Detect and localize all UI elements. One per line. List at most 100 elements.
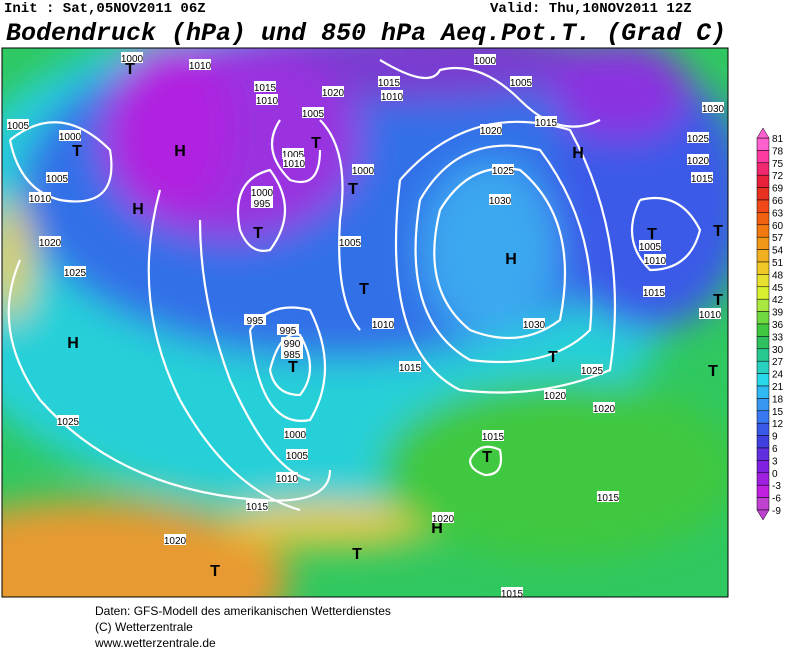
- isobar-label-box: [702, 102, 724, 113]
- isobar-label-box: [281, 348, 303, 359]
- pressure-center: T: [482, 449, 492, 466]
- pressure-center: T: [713, 292, 723, 309]
- legend-label: 33: [772, 332, 784, 343]
- isobar-label: 1005: [639, 242, 662, 253]
- isobar-label-box: [474, 54, 496, 65]
- isobar-label: 1015: [501, 589, 524, 600]
- isobar-label-box: [251, 186, 273, 197]
- isobar-label: 1010: [256, 96, 279, 107]
- isobar-label: 1020: [39, 238, 62, 249]
- isobar-label-box: [281, 337, 303, 348]
- isobar-label-box: [302, 107, 324, 118]
- isobar-label-box: [339, 236, 361, 247]
- legend-swatch: [756, 187, 770, 201]
- pressure-center: T: [125, 61, 135, 78]
- isobar-label-box: [244, 314, 266, 325]
- legend-label: 12: [772, 419, 784, 430]
- pressure-center: T: [348, 181, 358, 198]
- legend-label: 81: [772, 134, 784, 145]
- valid-time: Valid: Thu,10NOV2011 12Z: [490, 1, 692, 17]
- isobar-label: 1010: [381, 92, 404, 103]
- legend-label: 27: [772, 357, 784, 368]
- pressure-center: T: [713, 223, 723, 240]
- isobar-label-box: [254, 81, 276, 92]
- isobar-label: 1030: [523, 320, 546, 331]
- legend-label: 18: [772, 394, 784, 405]
- legend-arrow: [756, 127, 770, 139]
- isobar-label: 1010: [644, 256, 667, 267]
- isobar-label-box: [501, 587, 523, 597]
- isobar-label-box: [691, 172, 713, 183]
- footer-line: www.wetterzentrale.de: [94, 636, 216, 648]
- legend-swatch: [756, 261, 770, 275]
- legend-swatch: [756, 224, 770, 238]
- isobar-label-box: [597, 491, 619, 502]
- legend-label: 54: [772, 246, 784, 257]
- legend-swatch: [756, 286, 770, 300]
- pressure-center: T: [72, 143, 82, 160]
- isobar-label: 1015: [691, 174, 714, 185]
- legend-swatch: [756, 360, 770, 374]
- legend-label: 42: [772, 295, 784, 306]
- isobar-label: 1020: [480, 126, 503, 137]
- legend-swatch: [756, 137, 770, 151]
- legend-label: -6: [772, 494, 781, 505]
- legend-arrow: [756, 509, 770, 521]
- isobar-label: 995: [280, 326, 297, 337]
- legend-swatch: [756, 199, 770, 213]
- pressure-center: T: [352, 546, 362, 563]
- legend-swatch: [756, 410, 770, 424]
- legend-label: 60: [772, 221, 784, 232]
- isobar-label: 1005: [339, 238, 362, 249]
- legend-swatch: [756, 460, 770, 474]
- isobar-label: 1005: [302, 109, 325, 120]
- legend-label: 48: [772, 270, 784, 281]
- isobar-label: 1010: [189, 61, 212, 72]
- isobar-label-box: [352, 164, 374, 175]
- legend-label: 51: [772, 258, 784, 269]
- legend-swatch: [756, 398, 770, 412]
- isobar-label: 1030: [702, 104, 725, 115]
- legend-swatch: [756, 274, 770, 288]
- legend-swatch: [756, 311, 770, 325]
- isobar-label: 1025: [492, 166, 515, 177]
- pressure-center: T: [359, 281, 369, 298]
- isobar-label-box: [544, 389, 566, 400]
- map-frame: [1, 47, 729, 598]
- isobar-label: 1020: [593, 404, 616, 415]
- pressure-center: T: [210, 563, 220, 580]
- legend-label: 39: [772, 308, 784, 319]
- isobar-label-box: [639, 240, 661, 251]
- isobar-label: 1030: [489, 196, 512, 207]
- legend-swatch: [756, 422, 770, 436]
- isobar-label-box: [7, 119, 29, 130]
- isobar-label-box: [29, 192, 51, 203]
- isobar-label-box: [593, 402, 615, 413]
- isobar-label: 1025: [687, 134, 710, 145]
- legend-swatch: [756, 447, 770, 461]
- isobar-label-box: [399, 361, 421, 372]
- isobar-label: 1020: [432, 514, 455, 525]
- legend-label: 57: [772, 233, 784, 244]
- isobar-label: 1015: [246, 502, 269, 513]
- isobar-label-box: [282, 148, 304, 159]
- isobar-label: 1020: [322, 88, 345, 99]
- footer-line: Daten: GFS-Modell des amerikanischen Wet…: [95, 604, 391, 618]
- isobar-label: 1005: [286, 451, 309, 462]
- legend-swatch: [756, 323, 770, 337]
- isobar-label: 1010: [283, 159, 306, 170]
- map-title: Bodendruck (hPa) und 850 hPa Aeq.Pot.T. …: [6, 19, 726, 48]
- legend-swatch: [756, 212, 770, 226]
- legend-label: 36: [772, 320, 784, 331]
- pressure-center: H: [67, 335, 79, 352]
- legend-swatch: [756, 472, 770, 486]
- legend-label: 75: [772, 159, 784, 170]
- isobar-label: 1005: [46, 174, 69, 185]
- isobar-label: 1015: [597, 493, 620, 504]
- isobar-label-box: [378, 76, 400, 87]
- isobar-label-box: [480, 124, 502, 135]
- isobar-label-box: [687, 132, 709, 143]
- legend-swatch: [756, 236, 770, 250]
- pressure-center: T: [288, 359, 298, 376]
- color-legend: 8178757269666360575451484542393633302724…: [756, 127, 784, 521]
